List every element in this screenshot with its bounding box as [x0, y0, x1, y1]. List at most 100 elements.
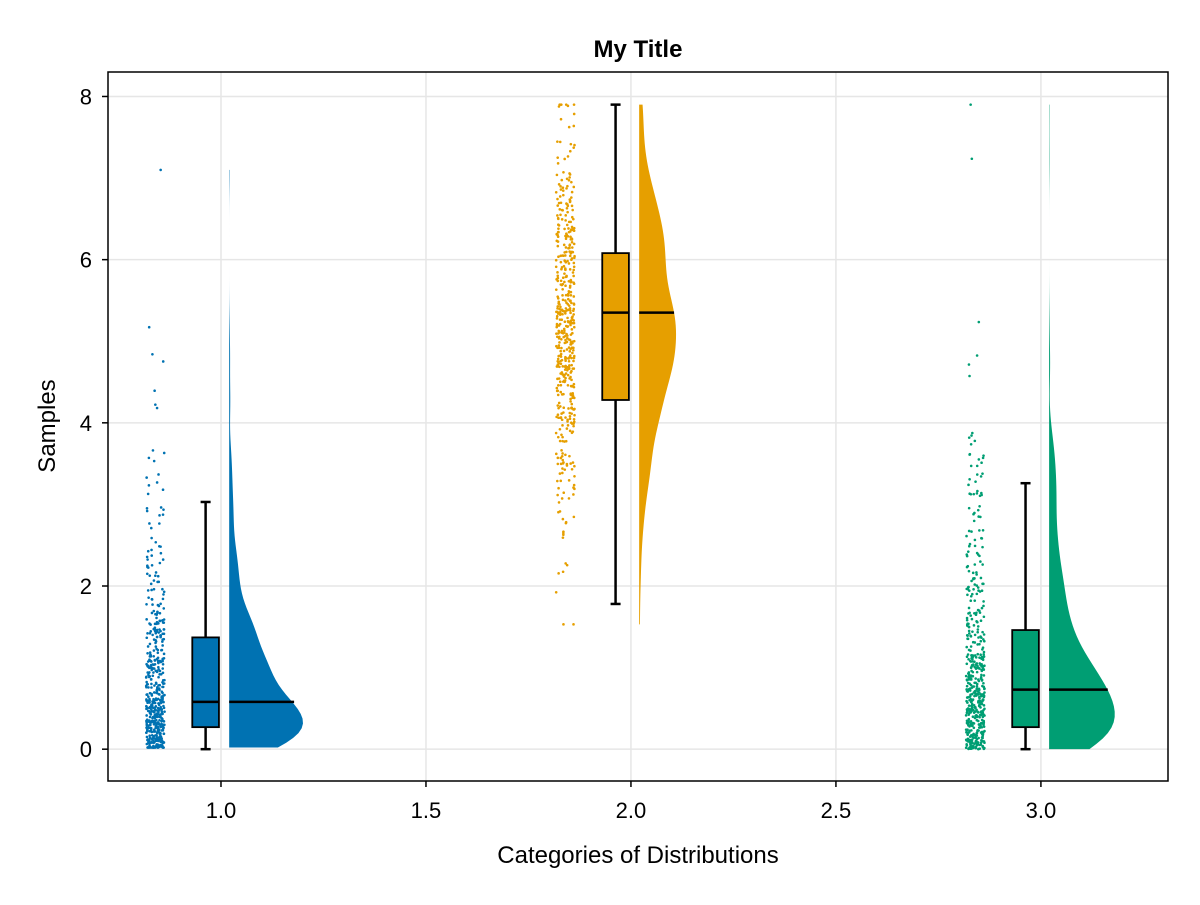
scatter-point: [976, 728, 979, 732]
scatter-point: [564, 453, 567, 457]
scatter-point: [971, 670, 975, 674]
scatter-point: [978, 703, 981, 707]
scatter-point: [570, 321, 573, 325]
scatter-point: [145, 704, 148, 708]
scatter-point: [563, 379, 567, 382]
scatter-point: [969, 614, 972, 617]
scatter-point: [573, 407, 576, 411]
scatter-point: [159, 506, 163, 509]
scatter-point: [571, 208, 574, 212]
scatter-point: [557, 501, 561, 504]
scatter-point: [566, 297, 570, 301]
scatter-point: [973, 577, 976, 580]
scatter-point: [982, 704, 986, 707]
scatter-point: [572, 112, 576, 116]
scatter-point: [967, 585, 970, 589]
scatter-point: [154, 540, 158, 544]
scatter-point: [967, 747, 970, 751]
scatter-point: [980, 725, 984, 729]
scatter-point: [152, 735, 155, 738]
scatter-point: [560, 454, 564, 458]
scatter-point: [564, 246, 568, 249]
scatter-point: [148, 715, 152, 719]
scatter-point: [572, 420, 576, 424]
scatter-point: [162, 706, 166, 710]
scatter-point: [966, 624, 969, 627]
scatter-point: [976, 719, 980, 723]
scatter-point: [970, 747, 973, 750]
scatter-point: [973, 599, 977, 602]
scatter-point: [151, 716, 154, 720]
scatter-point: [969, 645, 973, 648]
scatter-point: [156, 648, 160, 652]
scatter-point: [561, 288, 564, 291]
scatter-point: [560, 418, 564, 422]
scatter-point: [565, 187, 568, 190]
scatter-point: [557, 224, 561, 227]
scatter-point: [560, 318, 564, 322]
scatter-point: [561, 331, 565, 335]
scatter-point: [967, 704, 971, 707]
scatter-point: [566, 155, 570, 158]
scatter-point: [565, 232, 568, 235]
scatter-point: [978, 504, 981, 508]
scatter-point: [161, 558, 165, 561]
scatter-point: [557, 230, 560, 234]
scatter-point: [974, 739, 978, 743]
scatter-point: [974, 736, 978, 740]
scatter-point: [161, 488, 165, 492]
scatter-point: [559, 201, 563, 205]
scatter-point: [569, 235, 572, 239]
scatter-point: [565, 177, 569, 181]
scatter-point: [969, 443, 973, 446]
scatter-point: [556, 295, 560, 298]
scatter-point: [161, 659, 164, 663]
scatter-point: [162, 637, 166, 641]
scatter-point: [980, 606, 984, 610]
scatter-point: [561, 570, 565, 574]
scatter-point: [146, 549, 150, 553]
series-1: [144, 168, 303, 751]
scatter-point: [973, 733, 976, 737]
scatter-point: [970, 738, 973, 742]
scatter-point: [559, 117, 563, 121]
scatter-point: [145, 685, 148, 689]
scatter-point: [569, 371, 573, 374]
scatter-point: [161, 700, 165, 704]
scatter-point: [556, 479, 559, 483]
scatter-point: [559, 312, 562, 316]
scatter-point: [973, 716, 977, 720]
scatter-point: [147, 484, 151, 487]
scatter-point: [566, 294, 570, 297]
scatter-point: [973, 439, 977, 443]
scatter-point: [147, 686, 150, 689]
scatter-point: [163, 693, 166, 697]
scatter-point: [145, 507, 149, 510]
scatter-point: [969, 103, 972, 106]
scatter-point: [152, 691, 156, 694]
scatter-point: [564, 268, 567, 272]
scatter-point: [159, 701, 163, 704]
scatter-point: [569, 392, 573, 395]
scatter-point: [975, 354, 979, 357]
scatter-point: [150, 536, 153, 540]
scatter-point: [145, 662, 148, 666]
scatter-point: [162, 628, 166, 631]
scatter-point: [566, 184, 569, 188]
scatter-point: [558, 322, 562, 326]
scatter-point: [974, 693, 977, 697]
scatter-point: [157, 730, 160, 734]
scatter-point: [145, 693, 149, 696]
scatter-point: [569, 142, 573, 146]
scatter-point: [149, 740, 153, 744]
scatter-point: [969, 722, 973, 725]
scatter-point: [561, 458, 565, 462]
scatter-point: [982, 668, 986, 671]
scatter-point: [556, 162, 560, 165]
scatter-point: [162, 451, 166, 455]
scatter-point: [561, 208, 564, 212]
scatter-point: [155, 481, 159, 484]
scatter-point: [555, 317, 559, 320]
scatter-point: [979, 639, 983, 643]
scatter-point: [161, 667, 165, 670]
